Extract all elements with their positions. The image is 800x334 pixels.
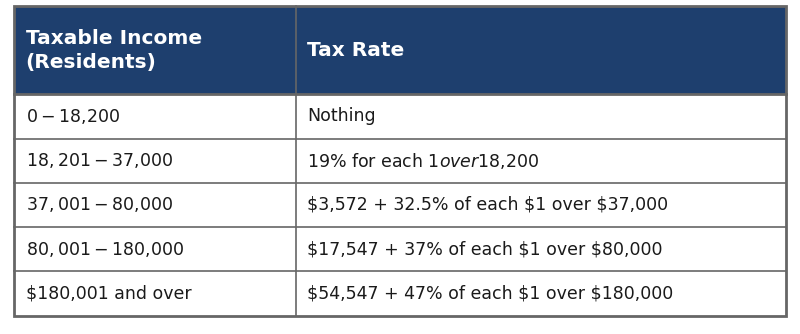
Bar (296, 183, 786, 227)
Text: 19% for each $1 over $18,200: 19% for each $1 over $18,200 (307, 151, 539, 171)
Text: $18,201 - $37,000: $18,201 - $37,000 (26, 151, 173, 170)
Text: $0 - $18,200: $0 - $18,200 (26, 107, 119, 126)
Bar (296, 6, 786, 94)
Bar (14, 139, 296, 183)
Text: $3,572 + 32.5% of each $1 over $37,000: $3,572 + 32.5% of each $1 over $37,000 (307, 196, 668, 214)
Text: $80,001 - $180,000: $80,001 - $180,000 (26, 240, 184, 259)
Text: Nothing: Nothing (307, 108, 376, 125)
Bar (296, 271, 786, 316)
Bar (14, 271, 296, 316)
Bar (14, 183, 296, 227)
Bar (296, 227, 786, 271)
Bar (296, 94, 786, 139)
Bar (14, 94, 296, 139)
Text: $37,001 - $80,000: $37,001 - $80,000 (26, 195, 173, 214)
Bar (14, 6, 296, 94)
Text: $54,547 + 47% of each $1 over $180,000: $54,547 + 47% of each $1 over $180,000 (307, 285, 674, 303)
Text: $180,001 and over: $180,001 and over (26, 285, 191, 303)
Text: Taxable Income
(Residents): Taxable Income (Residents) (26, 28, 202, 72)
Bar (14, 227, 296, 271)
Text: $17,547 + 37% of each $1 over $80,000: $17,547 + 37% of each $1 over $80,000 (307, 240, 662, 258)
Bar (296, 139, 786, 183)
Text: Tax Rate: Tax Rate (307, 41, 404, 60)
